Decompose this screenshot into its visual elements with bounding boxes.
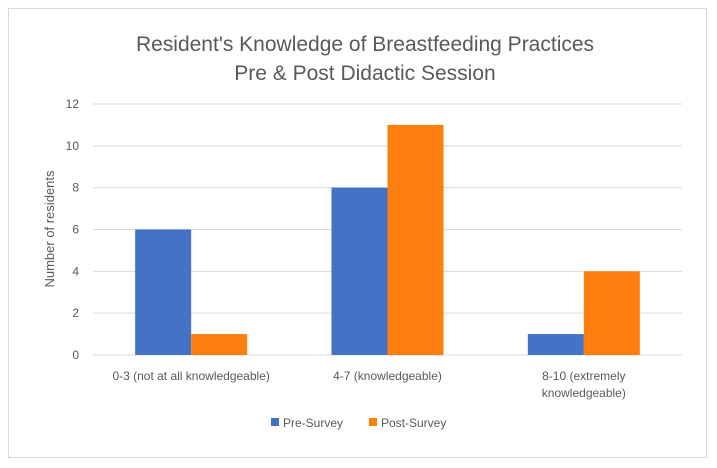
- bar-post-survey-2: [583, 271, 640, 355]
- y-axis-title: Number of residents: [42, 170, 57, 288]
- x-category-label: knowledgeable): [542, 386, 626, 400]
- legend-label-post-survey: Post-Survey: [381, 416, 446, 430]
- chart-title-line-2: Pre & Post Didactic Session: [234, 62, 495, 85]
- y-tick-label: 12: [66, 97, 80, 111]
- y-axis-ticks: 0 2 4 6 8 10 12: [66, 97, 80, 362]
- x-category-label: 8-10 (extremely: [542, 369, 625, 383]
- bar-pre-survey-0: [135, 229, 192, 355]
- legend: Pre-Survey Post-Survey: [271, 416, 446, 430]
- legend-label-pre-survey: Pre-Survey: [283, 416, 343, 430]
- chart-title-line-1: Resident's Knowledge of Breastfeeding Pr…: [136, 33, 594, 56]
- bars: [135, 124, 640, 356]
- bar-pre-survey-2: [527, 334, 584, 355]
- bar-pre-survey-1: [331, 187, 388, 355]
- y-tick-label: 2: [72, 306, 79, 320]
- y-tick-label: 6: [72, 223, 79, 237]
- legend-swatch-post-survey: [369, 418, 377, 426]
- y-tick-label: 8: [72, 181, 79, 195]
- y-tick-label: 4: [72, 264, 79, 278]
- legend-swatch-pre-survey: [271, 418, 279, 426]
- x-axis-categories: 0-3 (not at all knowledgeable) 4-7 (knowl…: [112, 369, 625, 400]
- bar-post-survey-0: [191, 334, 248, 355]
- y-tick-label: 0: [72, 348, 79, 362]
- x-category-label: 0-3 (not at all knowledgeable): [112, 369, 269, 383]
- x-category-label: 4-7 (knowledgeable): [333, 369, 442, 383]
- bar-post-survey-1: [387, 124, 444, 356]
- y-tick-label: 10: [66, 139, 80, 153]
